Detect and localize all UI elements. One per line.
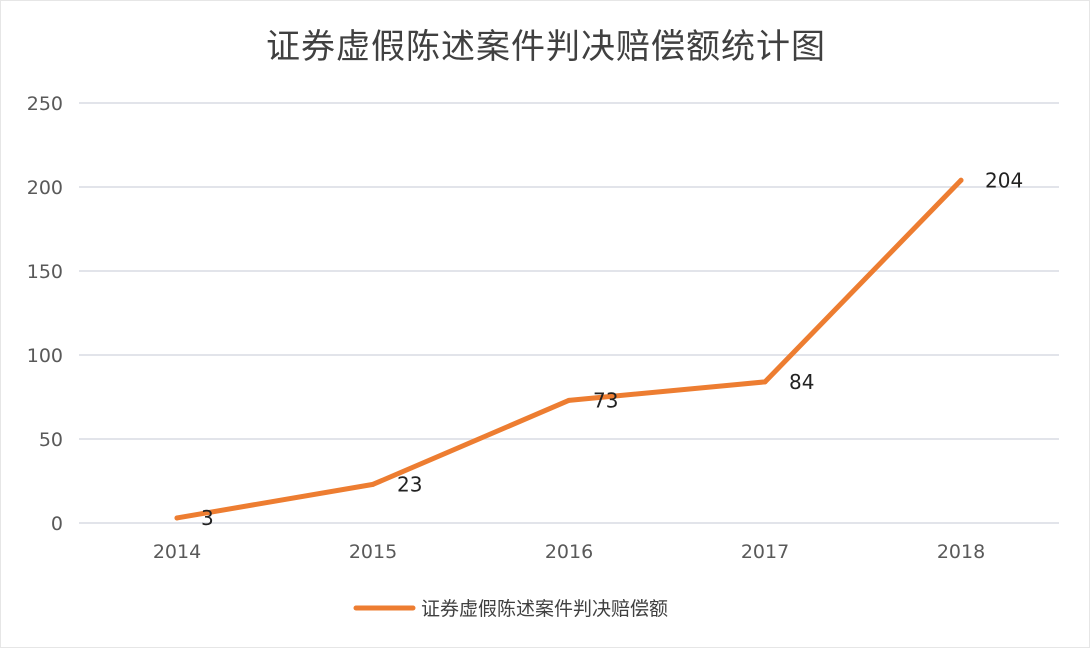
data-label: 204 [985, 168, 1023, 192]
x-tick-label: 2014 [153, 541, 201, 563]
data-point [566, 397, 572, 403]
gridlines [79, 102, 1059, 524]
y-tick-label: 0 [51, 513, 63, 535]
series-line [174, 177, 964, 521]
y-axis-tick-labels: 0 50 100 150 200 250 [27, 93, 63, 535]
legend: 证券虚假陈述案件判决赔偿额 [353, 598, 668, 620]
series-lines [174, 177, 964, 521]
x-tick-label: 2018 [937, 541, 985, 563]
x-tick-label: 2016 [545, 541, 593, 563]
data-label: 84 [789, 370, 814, 394]
data-point [174, 515, 180, 521]
data-point [370, 481, 376, 487]
y-tick-label: 200 [27, 177, 63, 199]
legend-label: 证券虚假陈述案件判决赔偿额 [421, 598, 668, 620]
data-label: 23 [397, 472, 422, 496]
data-label: 73 [593, 388, 618, 412]
x-axis-tick-labels: 2014 2015 2016 2017 2018 [153, 541, 985, 563]
y-tick-label: 250 [27, 93, 63, 115]
y-tick-label: 50 [39, 429, 63, 451]
x-tick-label: 2017 [741, 541, 789, 563]
chart-title: 证券虚假陈述案件判决赔偿额统计图 [266, 27, 826, 67]
y-tick-label: 150 [27, 261, 63, 283]
data-point [762, 379, 768, 385]
data-labels: 3 23 73 84 204 [201, 168, 1023, 530]
x-tick-label: 2015 [349, 541, 397, 563]
y-tick-label: 100 [27, 345, 63, 367]
data-label: 3 [201, 506, 214, 530]
data-point [958, 177, 964, 183]
